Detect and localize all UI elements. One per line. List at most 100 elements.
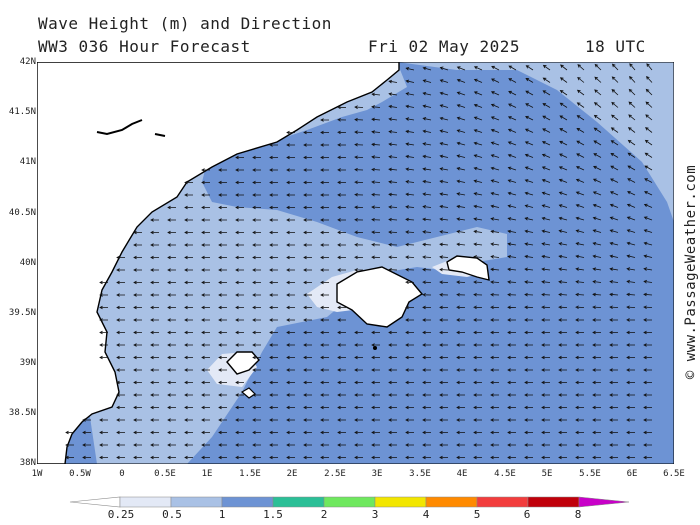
- wave-arrow: [609, 368, 618, 372]
- wave-arrow: [626, 305, 636, 310]
- wave-arrow: [490, 393, 499, 397]
- wave-arrow: [286, 355, 295, 360]
- wave-arrow: [303, 143, 312, 147]
- wave-arrow: [558, 443, 567, 447]
- wave-arrow: [371, 130, 381, 134]
- wave-arrow: [439, 318, 448, 322]
- wave-arrow: [559, 128, 568, 133]
- wave-arrow: [337, 155, 347, 160]
- wave-arrow: [286, 318, 295, 322]
- wave-arrow: [490, 116, 500, 121]
- wave-arrow: [184, 255, 193, 260]
- wave-arrow: [558, 318, 567, 322]
- wave-arrow: [490, 318, 499, 322]
- wave-arrow: [371, 243, 381, 247]
- wave-arrow: [575, 330, 584, 335]
- wave-arrow: [184, 380, 193, 385]
- wave-arrow: [405, 92, 415, 96]
- wave-arrow: [558, 330, 567, 335]
- wave-arrow: [252, 280, 261, 285]
- wave-arrow: [371, 180, 381, 184]
- wave-arrow: [150, 255, 159, 260]
- wave-arrow: [405, 305, 415, 310]
- lat-tick: 41N: [19, 157, 36, 167]
- wave-arrow: [133, 405, 142, 410]
- wave-arrow: [473, 368, 482, 372]
- wave-arrow: [490, 305, 500, 310]
- wave-arrow: [388, 155, 398, 159]
- wave-arrow: [235, 430, 244, 435]
- wave-arrow: [133, 305, 142, 310]
- wave-arrow: [337, 368, 346, 372]
- wave-arrow: [439, 267, 449, 272]
- wave-arrow: [184, 318, 193, 322]
- wave-arrow: [303, 343, 312, 347]
- wave-arrow: [201, 305, 210, 310]
- lon-tick: 6E: [626, 469, 638, 479]
- wave-arrow: [456, 204, 466, 209]
- wave-arrow: [116, 380, 125, 385]
- wave-arrow: [167, 355, 176, 360]
- wave-arrow: [252, 243, 261, 247]
- wave-arrow: [235, 305, 244, 310]
- wave-arrow: [592, 380, 601, 385]
- wave-arrow: [422, 179, 432, 184]
- wave-arrow: [525, 77, 534, 83]
- scale-swatch: [476, 496, 529, 508]
- wave-arrow: [269, 318, 278, 322]
- wave-arrow: [575, 242, 585, 246]
- wave-arrow: [422, 154, 432, 159]
- wave-arrow: [405, 430, 414, 435]
- wave-arrow: [99, 355, 108, 360]
- wave-arrow: [133, 443, 142, 447]
- wave-arrow: [559, 102, 568, 108]
- wave-arrow: [337, 268, 346, 272]
- wave-arrow: [218, 405, 227, 410]
- wave-arrow: [611, 63, 619, 71]
- wave-arrow: [150, 380, 159, 385]
- wave-arrow: [320, 393, 329, 397]
- wave-arrow: [456, 104, 466, 108]
- wave-arrow: [644, 191, 653, 196]
- wave-arrow: [541, 254, 551, 259]
- wave-arrow: [456, 154, 466, 158]
- wave-arrow: [541, 229, 551, 234]
- wave-arrow: [473, 455, 482, 460]
- wave-arrow: [456, 129, 466, 133]
- wave-arrow: [507, 380, 516, 385]
- wave-arrow: [490, 154, 500, 158]
- wave-arrow: [439, 330, 448, 335]
- wave-arrow: [252, 455, 261, 460]
- wave-arrow: [473, 166, 483, 171]
- wave-arrow: [388, 230, 398, 234]
- wave-arrow: [439, 154, 449, 159]
- wave-arrow: [286, 330, 295, 335]
- wave-arrow: [405, 255, 415, 259]
- wave-arrow: [405, 418, 414, 422]
- wave-arrow: [558, 191, 568, 196]
- wave-arrow: [524, 305, 534, 310]
- wave-arrow: [337, 343, 346, 347]
- wave-arrow: [235, 443, 244, 447]
- wave-arrow: [388, 255, 398, 260]
- wave-arrow: [218, 430, 227, 435]
- wave-arrow: [201, 380, 210, 385]
- wave-arrow: [235, 318, 244, 322]
- wave-arrow: [490, 292, 500, 297]
- wave-arrow: [167, 305, 176, 310]
- wave-arrow: [286, 255, 295, 260]
- wave-arrow: [218, 355, 227, 360]
- wave-arrow: [286, 193, 295, 197]
- wave-arrow: [116, 268, 125, 272]
- wave-arrow: [201, 255, 210, 260]
- wave-arrow: [133, 268, 142, 272]
- wave-arrow: [150, 280, 159, 285]
- wave-arrow: [286, 168, 295, 172]
- wave-arrow: [610, 178, 619, 183]
- wave-arrow: [558, 343, 567, 347]
- wave-arrow: [388, 192, 398, 197]
- wave-arrow: [627, 139, 636, 146]
- wave-arrow: [133, 255, 142, 260]
- wave-arrow: [218, 330, 227, 335]
- wave-arrow: [252, 268, 261, 272]
